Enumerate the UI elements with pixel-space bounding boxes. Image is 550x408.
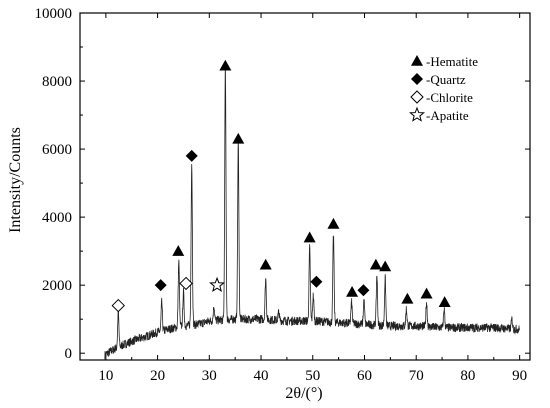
legend-label: -Apatite xyxy=(426,108,469,123)
legend-symbol xyxy=(411,55,423,66)
y-tick-label: 4000 xyxy=(42,210,72,226)
chlorite-marker xyxy=(179,276,193,291)
hematite-marker xyxy=(420,287,433,299)
quartz-marker xyxy=(185,149,198,162)
plot-frame xyxy=(79,12,531,361)
x-axis-title: 2θ/(°) xyxy=(285,385,322,402)
x-tick-label: 30 xyxy=(202,368,217,384)
quartz-marker xyxy=(154,279,167,292)
hematite-marker xyxy=(219,59,232,71)
chlorite-marker xyxy=(111,298,125,313)
hematite-marker xyxy=(172,245,185,256)
x-tick-label: 80 xyxy=(460,368,475,384)
hematite-marker xyxy=(346,285,359,297)
x-tick-label: 40 xyxy=(254,368,269,384)
hematite-marker xyxy=(232,132,245,144)
hematite-marker xyxy=(369,258,382,270)
y-axis-title: Intensity/Counts xyxy=(7,127,24,233)
y-tick-label: 10000 xyxy=(35,6,73,22)
legend-symbol xyxy=(410,90,424,104)
hematite-marker xyxy=(327,217,340,229)
quartz-marker xyxy=(310,275,323,288)
legend-label: -Chlorite xyxy=(426,90,473,105)
y-tick-label: 0 xyxy=(65,346,73,362)
hematite-marker xyxy=(438,296,451,307)
intensity-line xyxy=(104,66,520,360)
x-tick-label: 90 xyxy=(512,368,527,384)
phase-markers xyxy=(111,59,451,313)
x-tick-label: 70 xyxy=(409,368,424,384)
y-tick-label: 6000 xyxy=(42,142,72,158)
x-tick-label: 50 xyxy=(305,368,320,384)
hematite-marker xyxy=(379,260,392,272)
x-tick-label: 60 xyxy=(357,368,372,384)
hematite-marker xyxy=(259,258,272,270)
hematite-marker xyxy=(401,292,414,304)
x-tick-label: 10 xyxy=(98,368,113,384)
legend-label: -Hematite xyxy=(426,54,478,69)
quartz-marker xyxy=(357,284,370,297)
diffraction-trace xyxy=(104,66,520,360)
hematite-marker xyxy=(303,231,316,243)
y-tick-label: 2000 xyxy=(42,278,72,294)
legend-symbol xyxy=(409,106,425,122)
legend-label: -Quartz xyxy=(426,72,466,87)
apatite-marker xyxy=(209,276,226,292)
x-axis-ticks: 10 20 30 40 50 60 70 80 90 xyxy=(79,13,527,384)
plot-border xyxy=(79,12,531,361)
legend: -Hematite -Quartz -Chlorite -Apatite xyxy=(409,54,478,123)
x-tick-label: 20 xyxy=(150,368,165,384)
y-tick-label: 8000 xyxy=(42,74,72,90)
y-axis-ticks: 0 2000 4000 6000 8000 10000 xyxy=(35,6,530,362)
legend-symbol xyxy=(411,73,423,85)
